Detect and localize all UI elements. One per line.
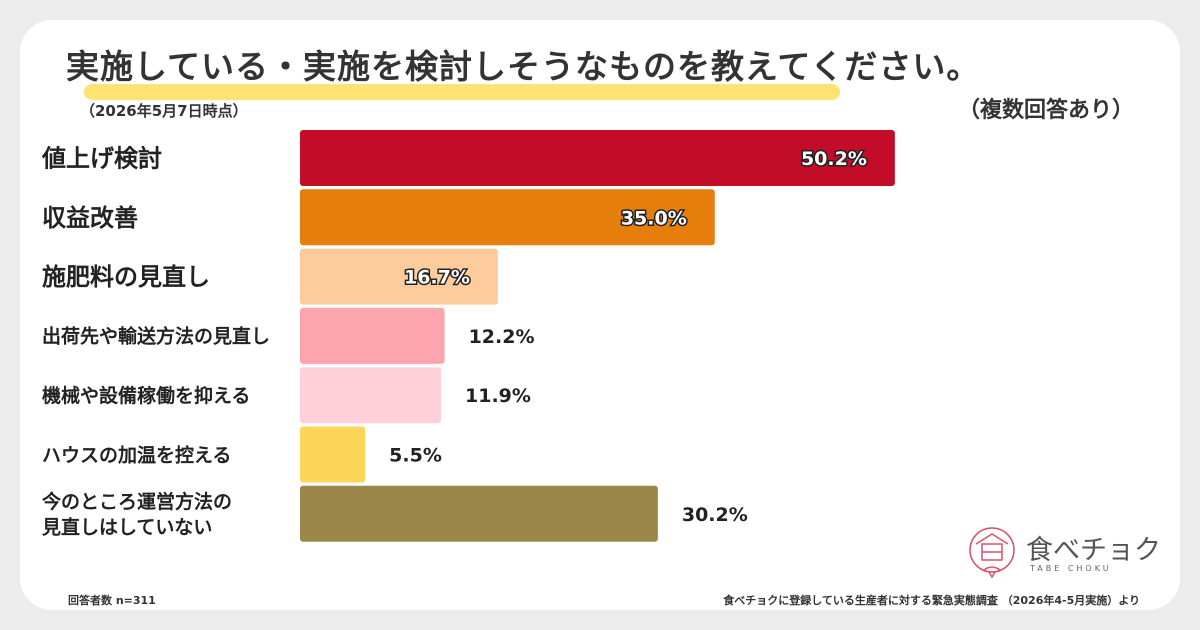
value-label-2: 16.7% <box>404 267 470 289</box>
bar-1 <box>300 189 715 246</box>
category-label-1: 収益改善 <box>42 204 138 232</box>
respondent-count: 回答者数 n=311 <box>68 594 156 607</box>
value-label-3: 12.2% <box>469 326 535 348</box>
bars-layer <box>300 130 895 542</box>
bar-6 <box>300 485 658 542</box>
bar-5 <box>300 426 366 483</box>
value-label-1: 35.0% <box>621 207 687 229</box>
value-label-4: 11.9% <box>465 385 531 407</box>
category-label-5: ハウスの加温を控える <box>42 443 231 466</box>
title-highlight <box>84 84 840 100</box>
bar-3 <box>300 307 445 364</box>
bar-2 <box>300 248 498 305</box>
category-label-4: 機械や設備稼働を抑える <box>42 384 250 407</box>
source-note: 食べチョクに登録している生産者に対する緊急実態調査 （2026年4-5月実施）よ… <box>723 594 1140 607</box>
brand-logo: 食べチョク TABE CHOKU <box>962 522 1162 582</box>
category-label-0: 値上げ検討 <box>41 145 162 173</box>
value-label-6: 30.2% <box>682 504 748 526</box>
tabechoku-logo-icon <box>969 527 1015 579</box>
title-block: 実施している・実施を検討しそうなものを教えてください。 <box>66 40 981 100</box>
survey-date: （2026年5月7日時点） <box>80 102 248 120</box>
page-title: 実施している・実施を検討しそうなものを教えてください。 <box>66 47 981 86</box>
value-label-5: 5.5% <box>389 445 442 467</box>
logo-subtext: TABE CHOKU <box>1030 564 1112 573</box>
category-label-6-line-1: 見直しはしていない <box>42 515 212 538</box>
logo-wordmark: 食べチョク <box>1026 535 1161 566</box>
chart-card: 実施している・実施を検討しそうなものを教えてください。 （2026年5月7日時点… <box>20 20 1180 610</box>
category-label-6-line-0: 今のところ運営方法の <box>41 490 232 513</box>
multiple-answers-note: （複数回答あり） <box>957 98 1134 123</box>
bar-0 <box>300 130 895 186</box>
value-label-0: 50.2% <box>801 148 867 170</box>
category-label-3: 出荷先や輸送方法の見直し <box>42 325 270 348</box>
labels-layer: 値上げ検討 50.2% 収益改善 35.0% 施肥料の見直し 16.7% 出荷先や輸送方法の… <box>41 145 868 539</box>
bar-4 <box>300 367 442 424</box>
category-label-2: 施肥料の見直し <box>42 263 210 291</box>
